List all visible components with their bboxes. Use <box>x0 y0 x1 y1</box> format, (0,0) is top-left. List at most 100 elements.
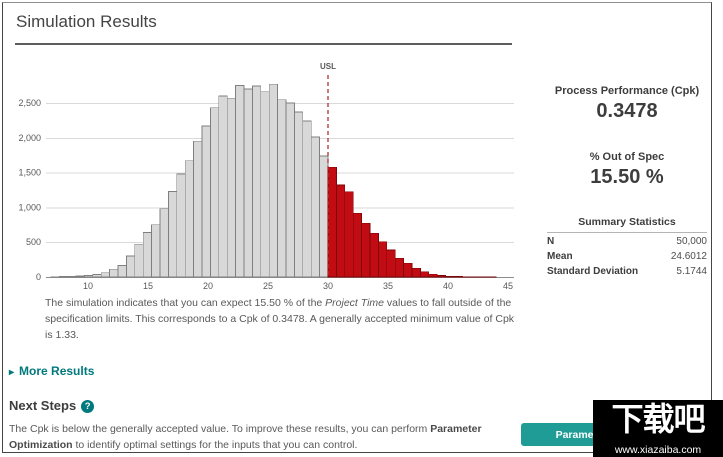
out-of-spec-value: 15.50 % <box>590 166 664 188</box>
help-icon[interactable]: ? <box>81 400 95 413</box>
histogram-bar-within-spec <box>159 208 169 278</box>
x-tick-label: 40 <box>443 281 453 291</box>
stat-n-value: 50,000 <box>676 236 707 247</box>
histogram-chart: 0 500 1,000 1,500 2,000 2,500 10 15 20 25 30 35 40 45… <box>14 58 534 293</box>
x-tick-label: 35 <box>383 281 393 291</box>
histogram-bar-out-of-spec <box>378 241 388 278</box>
histogram-bar-within-spec <box>235 85 245 278</box>
y-tick-label: 2,500 <box>18 98 41 108</box>
simulation-results-window: Simulation Results 0 500 1,000 1,500 2,000 2,… <box>2 2 712 453</box>
histogram-bar-within-spec <box>176 173 186 278</box>
histogram-bar-out-of-spec <box>344 191 354 278</box>
histogram-bar-out-of-spec <box>369 232 379 278</box>
histogram-bar-within-spec <box>218 95 228 278</box>
more-results-label: More Results <box>19 364 95 378</box>
histogram-bar-within-spec <box>285 102 295 278</box>
y-tick-label: 1,500 <box>18 168 41 178</box>
watermark-url: www.xiazaiba.com <box>614 444 702 456</box>
y-tick-label: 1,000 <box>18 202 41 212</box>
histogram-bar-out-of-spec <box>403 262 413 278</box>
y-tick-label: 500 <box>26 237 41 247</box>
histogram-bar-within-spec <box>126 255 136 278</box>
histogram-bar-within-spec <box>252 85 262 278</box>
y-tick-label: 0 <box>36 272 41 282</box>
expand-arrow-icon: ▸ <box>9 367 15 378</box>
histogram-bar-within-spec <box>134 243 144 278</box>
histogram-bar-within-spec <box>310 136 320 278</box>
histogram-bar-within-spec <box>243 88 253 278</box>
caption-text-2: values to fall outside of the specificat… <box>45 297 515 341</box>
histogram-bar-within-spec <box>277 99 287 278</box>
histogram-bar-within-spec <box>260 91 270 278</box>
stat-stddev-label: Standard Deviation <box>547 266 639 277</box>
out-of-spec-label: % Out of Spec <box>589 151 665 163</box>
histogram-bar-out-of-spec <box>428 273 438 278</box>
histogram-bar-out-of-spec <box>420 271 430 278</box>
x-tick-label: 20 <box>203 281 213 291</box>
next-steps-text-2: to identify optimal settings for the inp… <box>72 439 358 451</box>
histogram-bar-within-spec <box>319 155 329 278</box>
page-title: Simulation Results <box>16 12 157 31</box>
summary-statistics-divider <box>547 232 707 233</box>
next-steps-text-1: The Cpk is below the generally accepted … <box>9 423 431 435</box>
histogram-bar-within-spec <box>67 275 77 278</box>
watermark: 下载吧 www.xiazaiba.com <box>593 400 723 457</box>
histogram-bar-within-spec <box>210 107 220 278</box>
histogram-bar-out-of-spec <box>394 257 404 278</box>
table-row: N 50,000 <box>547 236 707 251</box>
histogram-bar-out-of-spec <box>445 275 455 278</box>
table-row: Mean 24.6012 <box>547 251 707 266</box>
summary-statistics-title: Summary Statistics <box>578 216 676 228</box>
x-tick-label: 10 <box>83 281 93 291</box>
histogram-bar-within-spec <box>226 97 236 278</box>
histogram-bar-within-spec <box>117 265 127 278</box>
histogram-bar-within-spec <box>294 111 304 278</box>
stat-mean-value: 24.6012 <box>670 251 707 262</box>
histogram-bar-within-spec <box>92 274 102 278</box>
histogram-bar-within-spec <box>142 232 152 278</box>
table-row: Standard Deviation 5.1744 <box>547 266 707 281</box>
histogram-bar-within-spec <box>84 275 94 278</box>
results-panel: Process Performance (Cpk) 0.3478 % Out o… <box>547 3 707 293</box>
next-steps-heading: Next Steps? <box>9 398 95 413</box>
caption-variable-name: Project Time <box>325 297 385 309</box>
stat-mean-label: Mean <box>547 251 573 262</box>
cpk-value: 0.3478 <box>596 100 658 122</box>
histogram-bar-out-of-spec <box>327 166 337 278</box>
histogram-svg: 0 500 1,000 1,500 2,000 2,500 10 15 20 25 30 35 40 45… <box>18 62 514 291</box>
cpk-label: Process Performance (Cpk) <box>554 85 700 97</box>
more-results-link[interactable]: ▸ More Results <box>9 364 94 378</box>
stat-n-label: N <box>547 236 555 247</box>
histogram-bar-within-spec <box>193 140 203 278</box>
histogram-bar-within-spec <box>201 125 211 278</box>
watermark-logo-text: 下载吧 <box>611 401 705 437</box>
caption-text-1: The simulation indicates that you can ex… <box>45 297 326 309</box>
next-steps-label: Next Steps <box>9 398 77 413</box>
x-tick-label: 30 <box>323 281 333 291</box>
x-tick-label: 15 <box>143 281 153 291</box>
histogram-bar-within-spec <box>268 83 278 278</box>
stat-stddev-value: 5.1744 <box>676 266 707 277</box>
histogram-bar-out-of-spec <box>336 184 346 278</box>
usl-label: USL <box>320 62 336 71</box>
histogram-bar-out-of-spec <box>386 249 396 278</box>
y-tick-label: 2,000 <box>18 133 41 143</box>
histogram-bar-within-spec <box>184 160 194 278</box>
histogram-bar-within-spec <box>100 272 110 278</box>
next-steps-body: The Cpk is below the generally accepted … <box>9 421 497 453</box>
histogram-bar-out-of-spec <box>352 212 362 278</box>
histogram-bar-within-spec <box>109 268 119 278</box>
x-tick-label: 25 <box>263 281 273 291</box>
histogram-bar-within-spec <box>151 224 161 278</box>
simulation-caption: The simulation indicates that you can ex… <box>45 295 519 343</box>
histogram-bar-within-spec <box>75 275 85 278</box>
histogram-bar-within-spec <box>168 191 178 278</box>
x-tick-label: 45 <box>503 281 513 291</box>
next-steps-bold-term: Parameter Optimization <box>9 423 482 451</box>
title-divider <box>15 43 512 45</box>
histogram-bar-out-of-spec <box>436 275 446 278</box>
histogram-bar-within-spec <box>302 120 312 278</box>
histogram-bar-out-of-spec <box>411 267 421 278</box>
histogram-bar-out-of-spec <box>361 222 371 278</box>
